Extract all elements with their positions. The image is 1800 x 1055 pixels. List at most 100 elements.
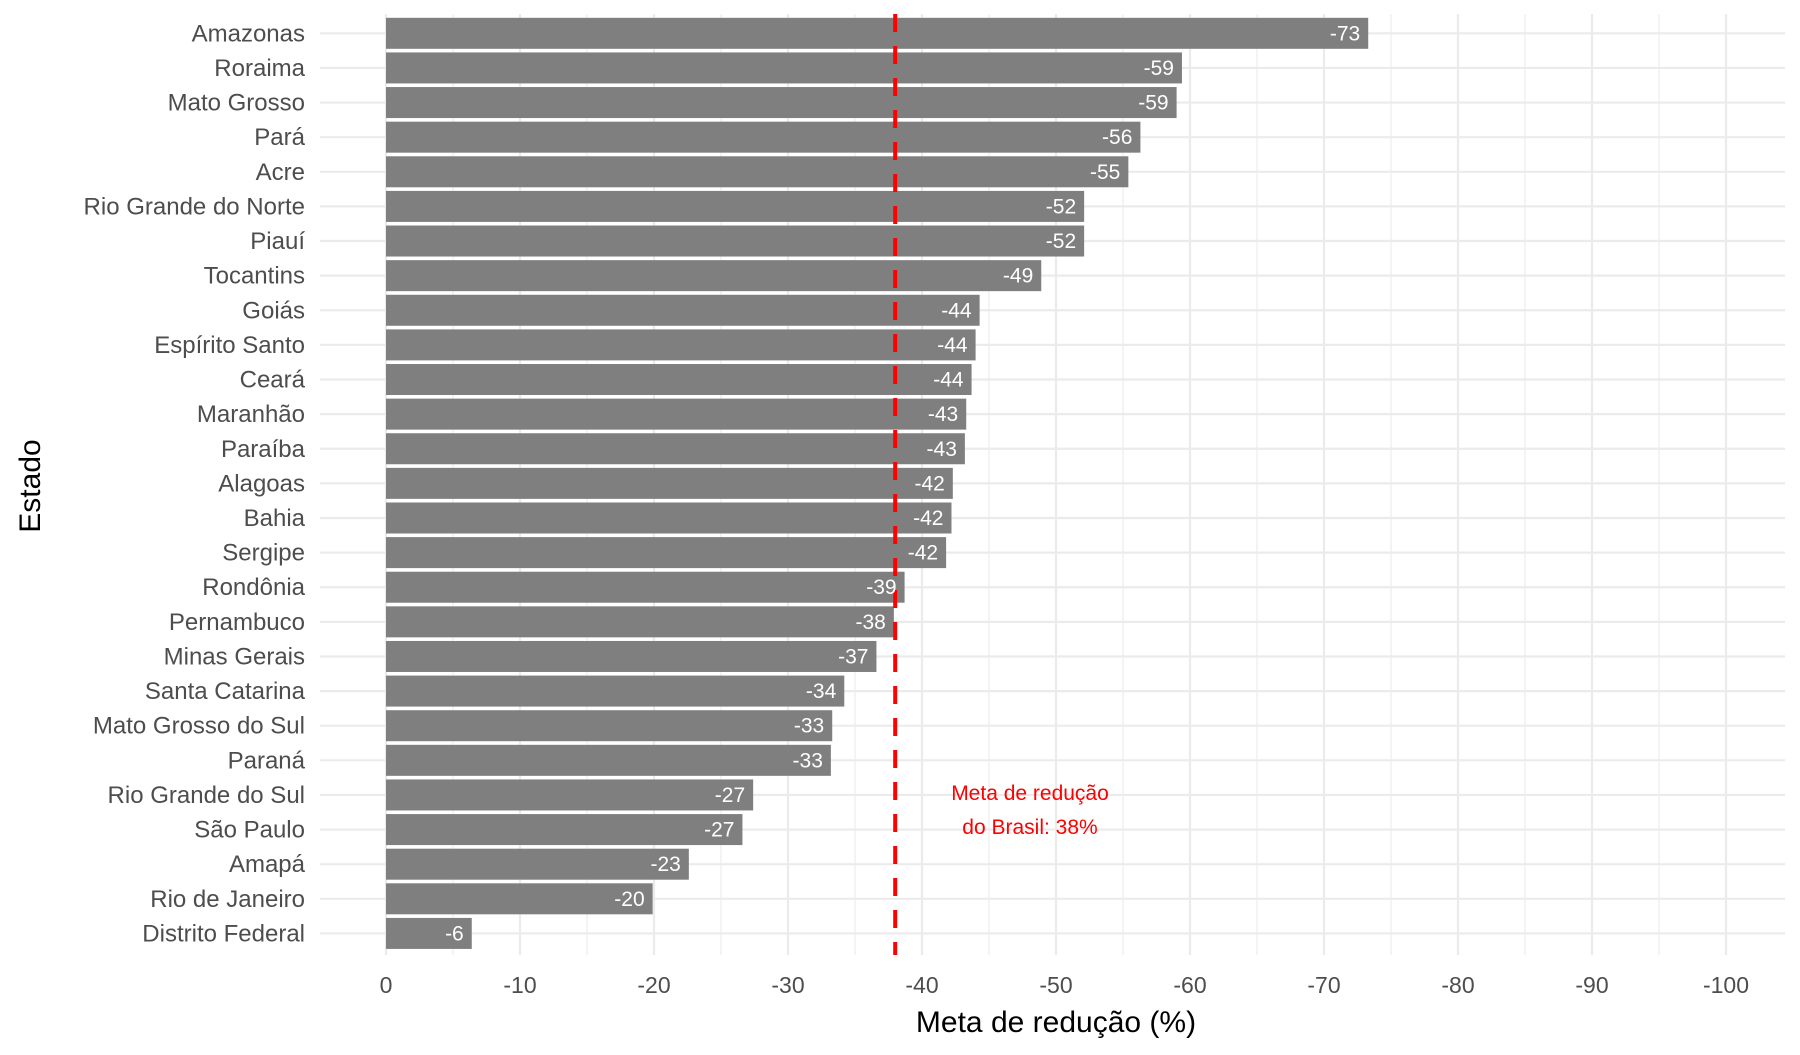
- category-label: Maranhão: [197, 401, 305, 428]
- bar: [386, 121, 1141, 153]
- bar-value-label: -20: [614, 888, 644, 911]
- bar: [386, 779, 754, 811]
- bar: [386, 433, 965, 465]
- bar-value-label: -55: [1090, 161, 1120, 184]
- category-label: Minas Gerais: [164, 643, 305, 670]
- bar-value-label: -49: [1003, 265, 1033, 288]
- bar-value-label: -38: [856, 611, 886, 634]
- bar-value-label: -44: [941, 299, 972, 322]
- reference-annotation: do Brasil: 38%: [962, 816, 1097, 839]
- bar-value-label: -42: [913, 507, 943, 530]
- x-tick-label: -50: [1039, 972, 1072, 998]
- bar: [386, 467, 953, 499]
- category-label: Paraná: [228, 747, 306, 774]
- x-tick-label: -80: [1441, 972, 1474, 998]
- category-label: Ceará: [240, 367, 306, 394]
- x-tick-label: -30: [771, 972, 804, 998]
- category-label: São Paulo: [194, 817, 305, 844]
- bar-value-label: -34: [806, 680, 837, 703]
- category-label: Bahia: [244, 505, 306, 532]
- category-label: Pará: [254, 124, 305, 151]
- category-label: Paraíba: [221, 436, 306, 463]
- bar-value-label: -42: [914, 472, 944, 495]
- category-label: Rio de Janeiro: [150, 886, 305, 913]
- category-label: Sergipe: [222, 540, 305, 567]
- bars: [386, 17, 1369, 949]
- bar-labels: -73 -59 -59 -56 -55 -52 -52 -49 -44 -44 -44 -43 -43 -…: [445, 22, 1360, 945]
- bar-value-label: -27: [704, 819, 734, 842]
- bar: [386, 502, 952, 534]
- bar: [386, 17, 1369, 49]
- category-label: Amapá: [229, 851, 306, 878]
- bar: [386, 364, 972, 396]
- bar-value-label: -33: [793, 749, 823, 772]
- x-tick-label: -40: [905, 972, 938, 998]
- bar: [386, 606, 894, 638]
- reference-line-group: Meta de redução do Brasil: 38%: [893, 14, 1109, 955]
- bar: [386, 640, 877, 672]
- category-label: Alagoas: [218, 470, 305, 497]
- category-axis: Amazonas Roraima Mato Grosso Pará Acre Rio Gr…: [84, 20, 306, 947]
- bar: [386, 190, 1085, 222]
- bar: [386, 571, 905, 603]
- x-tick-label: -20: [637, 972, 670, 998]
- x-axis-title: Meta de redução (%): [916, 1006, 1196, 1039]
- category-label: Rondônia: [202, 574, 305, 601]
- category-label: Tocantins: [204, 263, 305, 290]
- category-label: Goiás: [242, 297, 305, 324]
- bar: [386, 917, 472, 949]
- category-label: Rio Grande do Sul: [108, 782, 305, 809]
- bar-value-label: -6: [445, 922, 464, 945]
- bar-value-label: -52: [1046, 230, 1076, 253]
- bar: [386, 675, 845, 707]
- x-tick-label: -90: [1575, 972, 1608, 998]
- bar: [386, 883, 653, 915]
- bar: [386, 225, 1085, 257]
- category-label: Espírito Santo: [154, 332, 305, 359]
- bar: [386, 52, 1182, 84]
- bar-value-label: -44: [933, 369, 964, 392]
- bar: [386, 537, 947, 569]
- category-label: Mato Grosso: [168, 90, 305, 117]
- value-axis: 0 -10 -20 -30 -40 -50 -60 -70 -80 -90 -100: [380, 972, 1749, 998]
- x-tick-label: -70: [1307, 972, 1340, 998]
- category-label: Roraima: [214, 55, 305, 82]
- bar: [386, 710, 833, 742]
- bar-value-label: -44: [937, 334, 968, 357]
- bar-value-label: -39: [866, 576, 896, 599]
- bar: [386, 260, 1042, 292]
- bar: [386, 814, 743, 846]
- bar-value-label: -59: [1144, 57, 1174, 80]
- bar-value-label: -43: [927, 438, 957, 461]
- category-label: Pernambuco: [169, 609, 305, 636]
- bar: [386, 398, 967, 430]
- x-tick-label: -10: [503, 972, 536, 998]
- bar-value-label: -37: [838, 645, 868, 668]
- bar: [386, 848, 689, 880]
- bar-value-label: -73: [1330, 22, 1360, 45]
- x-tick-label: 0: [380, 972, 393, 998]
- category-label: Santa Catarina: [145, 678, 306, 705]
- category-label: Mato Grosso do Sul: [93, 713, 305, 740]
- category-label: Piauí: [250, 228, 305, 255]
- x-tick-label: -60: [1173, 972, 1206, 998]
- category-label: Distrito Federal: [142, 920, 305, 947]
- bar-value-label: -33: [794, 715, 824, 738]
- bar-value-label: -27: [715, 784, 745, 807]
- bar-value-label: -43: [928, 403, 958, 426]
- bar-value-label: -52: [1046, 195, 1076, 218]
- bar-value-label: -42: [908, 542, 938, 565]
- bar-value-label: -59: [1138, 92, 1168, 115]
- bar: [386, 87, 1177, 119]
- x-tick-label: -100: [1703, 972, 1749, 998]
- bar: [386, 156, 1129, 188]
- category-label: Acre: [256, 159, 305, 186]
- category-label: Amazonas: [192, 20, 305, 47]
- bar: [386, 329, 976, 361]
- y-axis-title: Estado: [14, 439, 47, 532]
- bar-value-label: -56: [1102, 126, 1132, 149]
- category-label: Rio Grande do Norte: [84, 193, 305, 220]
- bar: [386, 744, 831, 776]
